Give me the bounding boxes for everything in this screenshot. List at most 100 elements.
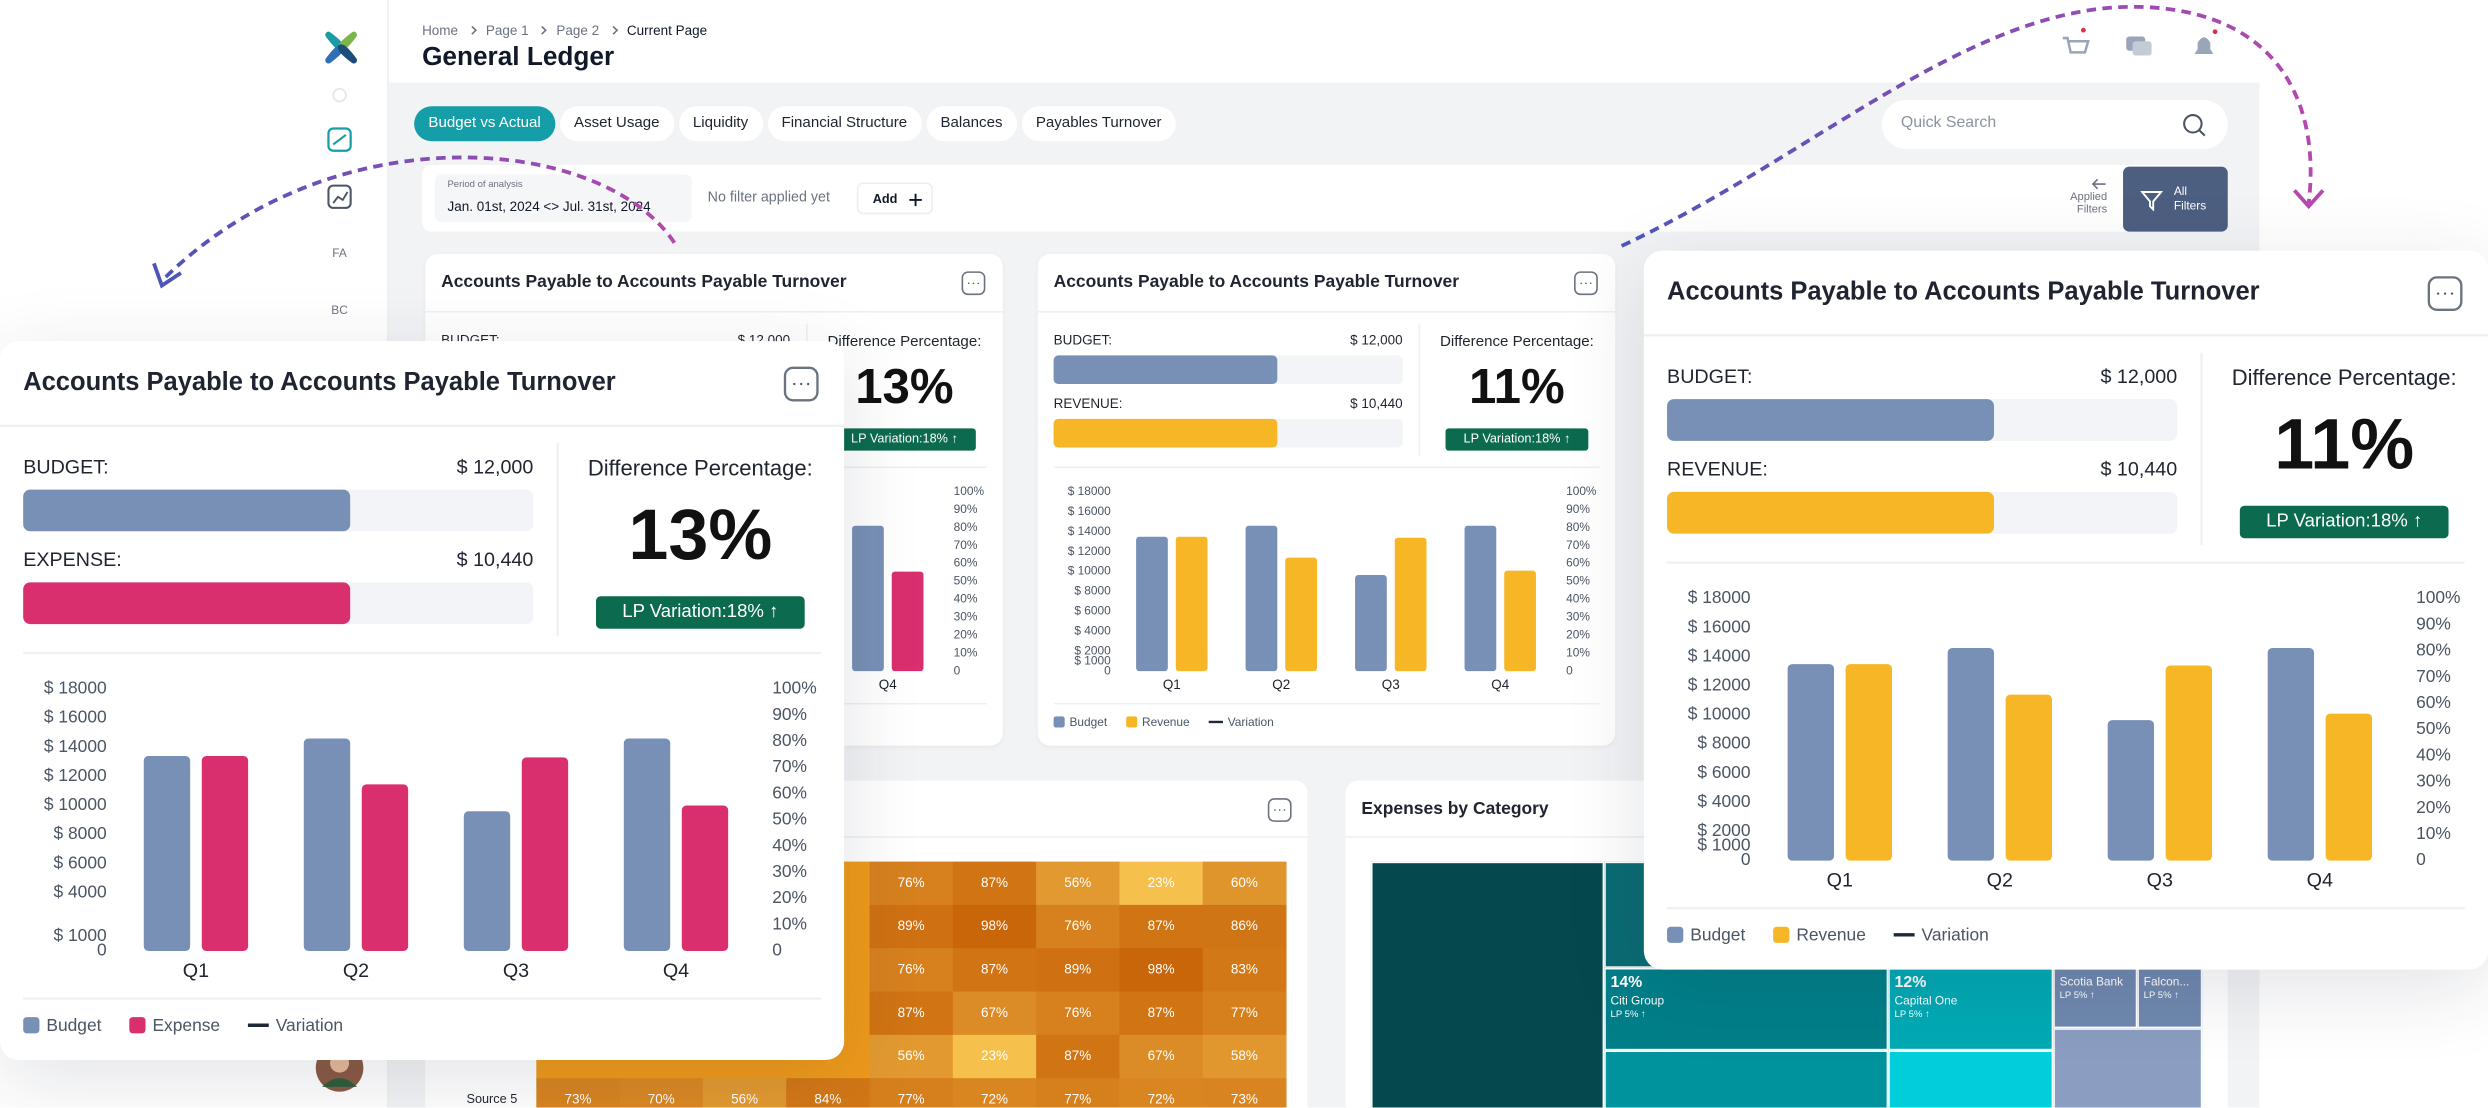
y-tick-label: $ 12000 <box>44 765 107 785</box>
kpi-value: $ 12,000 <box>2100 364 2178 388</box>
add-filter-button[interactable]: Add <box>856 182 933 215</box>
y-tick-label: $ 10000 <box>1688 704 1751 724</box>
menu-dot <box>976 281 980 285</box>
cell-label: 76% <box>1064 918 1091 933</box>
bar-chart: $ 18000$ 16000$ 14000$ 12000$ 10000$ 800… <box>1667 587 2461 945</box>
card-menu-button[interactable] <box>1574 271 1598 296</box>
breadcrumb-separator <box>538 26 547 35</box>
y2-tick-label: 50% <box>772 809 807 829</box>
bar <box>891 571 924 672</box>
bar <box>1136 536 1168 672</box>
cell-label: 87% <box>1148 918 1175 933</box>
bell-icon[interactable] <box>2194 37 2214 54</box>
breadcrumb-item[interactable]: Page 1 <box>485 22 529 39</box>
kpi-bar <box>1053 355 1278 384</box>
kpi-bar <box>23 489 351 532</box>
breadcrumb-item[interactable]: Page 2 <box>556 22 600 39</box>
y2-tick-label: 70% <box>954 538 978 552</box>
y-tick-label: 0 <box>1741 849 1751 869</box>
bar <box>1947 648 1995 861</box>
all-filters-button[interactable]: All Filters <box>2123 166 2228 232</box>
heatmap-cell <box>1036 904 1120 949</box>
tab[interactable]: Financial Structure <box>767 106 922 142</box>
tab-active[interactable]: Budget vs Actual <box>414 106 556 142</box>
page-title: General Ledger <box>422 42 615 72</box>
tab[interactable]: Liquidity <box>678 106 763 142</box>
kpi-bar <box>1053 418 1278 448</box>
heatmap-cell <box>536 1078 621 1108</box>
plus-icon <box>909 192 922 206</box>
treemap-tile: 12% Capital One LP 5% ↑ <box>1888 967 2054 1051</box>
bar <box>1175 536 1208 672</box>
y2-tick-label: 60% <box>2416 692 2451 712</box>
y2-tick-label: 70% <box>2416 666 2451 686</box>
y2-tick-label: 10% <box>2416 823 2451 843</box>
period-box[interactable]: Period of analysis Jan. 01st, 2024 <> Ju… <box>434 174 692 223</box>
bar <box>463 811 511 952</box>
divider <box>1037 310 1616 313</box>
card-menu-button[interactable] <box>2427 276 2463 311</box>
y2-tick-label: 50% <box>954 574 978 588</box>
cell-label: 89% <box>1064 961 1091 976</box>
sidebar-item[interactable]: FA <box>332 245 347 261</box>
card-menu-button[interactable] <box>783 366 819 402</box>
bar <box>681 805 729 952</box>
legend-label: Budget <box>1690 925 1745 945</box>
card-menu-button[interactable] <box>961 271 986 296</box>
y-tick-label: $ 12000 <box>1688 674 1751 694</box>
menu-dot <box>1278 808 1281 811</box>
cell-label: 77% <box>1064 1091 1091 1106</box>
y2-tick-label: 10% <box>954 645 978 659</box>
legend-label: Revenue <box>1142 715 1190 729</box>
menu-dot <box>1579 281 1583 285</box>
heatmap-cell <box>952 861 1037 906</box>
diff-value: 11% <box>1469 358 1565 415</box>
treemap-tile <box>1604 1050 1889 1108</box>
y-tick-label: $ 10000 <box>1068 564 1111 578</box>
heatmap-cell <box>786 1078 871 1108</box>
y-tick-label: $ 4000 <box>54 881 107 901</box>
menu-dot <box>798 381 803 386</box>
treemap-tile <box>1370 861 1605 1108</box>
applied-filters[interactable]: Applied Filters <box>2070 191 2108 216</box>
breadcrumb-item[interactable]: Home <box>422 22 459 39</box>
tab[interactable]: Asset Usage <box>559 106 674 142</box>
bar <box>1504 570 1536 672</box>
heatmap-cell <box>1119 991 1204 1036</box>
kpi-value: $ 10,440 <box>1350 395 1403 411</box>
kpi-label: EXPENSE: <box>23 547 122 571</box>
cell-label: 56% <box>731 1091 758 1106</box>
kpi-value: $ 12,000 <box>456 454 534 478</box>
x-tick-label: Q4 <box>2307 870 2333 892</box>
heatmap-cell <box>1036 1078 1120 1108</box>
y2-tick-label: 20% <box>2416 797 2451 817</box>
header-icons <box>2062 27 2218 56</box>
divider <box>1053 466 1600 469</box>
y2-tick-label: 70% <box>1566 538 1590 552</box>
heatmap-cell <box>1202 904 1287 949</box>
card-menu-button[interactable] <box>1267 798 1292 822</box>
sidebar-item[interactable]: BC <box>331 303 348 318</box>
legend-swatch <box>1667 926 1684 943</box>
legend-label: Budget <box>1069 715 1107 729</box>
kpi-label: REVENUE: <box>1667 457 1768 481</box>
diff-label: Difference Percentage: <box>587 457 813 483</box>
menu-dot <box>791 381 796 386</box>
cart-icon[interactable] <box>2062 36 2090 54</box>
menu-dot <box>1282 808 1286 811</box>
legend-swatch <box>23 1017 40 1034</box>
kpi-bar <box>23 582 351 625</box>
tab[interactable]: Payables Turnover <box>1021 106 1176 142</box>
diff-label: Difference Percentage: <box>2231 366 2457 393</box>
divider <box>425 310 1003 313</box>
kpi-card: Accounts Payable to Accounts Payable Tur… <box>1037 253 1616 746</box>
search-box[interactable]: Quick Search <box>1881 99 2228 150</box>
y2-tick-label: 90% <box>2416 613 2451 633</box>
bar <box>521 757 569 952</box>
tab[interactable]: Balances <box>926 106 1017 142</box>
y-tick-label: $ 8000 <box>1697 733 1750 753</box>
cell-label: 56% <box>1064 875 1091 890</box>
tile-name: Scotia Bank <box>2059 974 2124 989</box>
x-tick-label: Q4 <box>879 677 897 692</box>
y2-tick-label: 20% <box>772 887 807 907</box>
